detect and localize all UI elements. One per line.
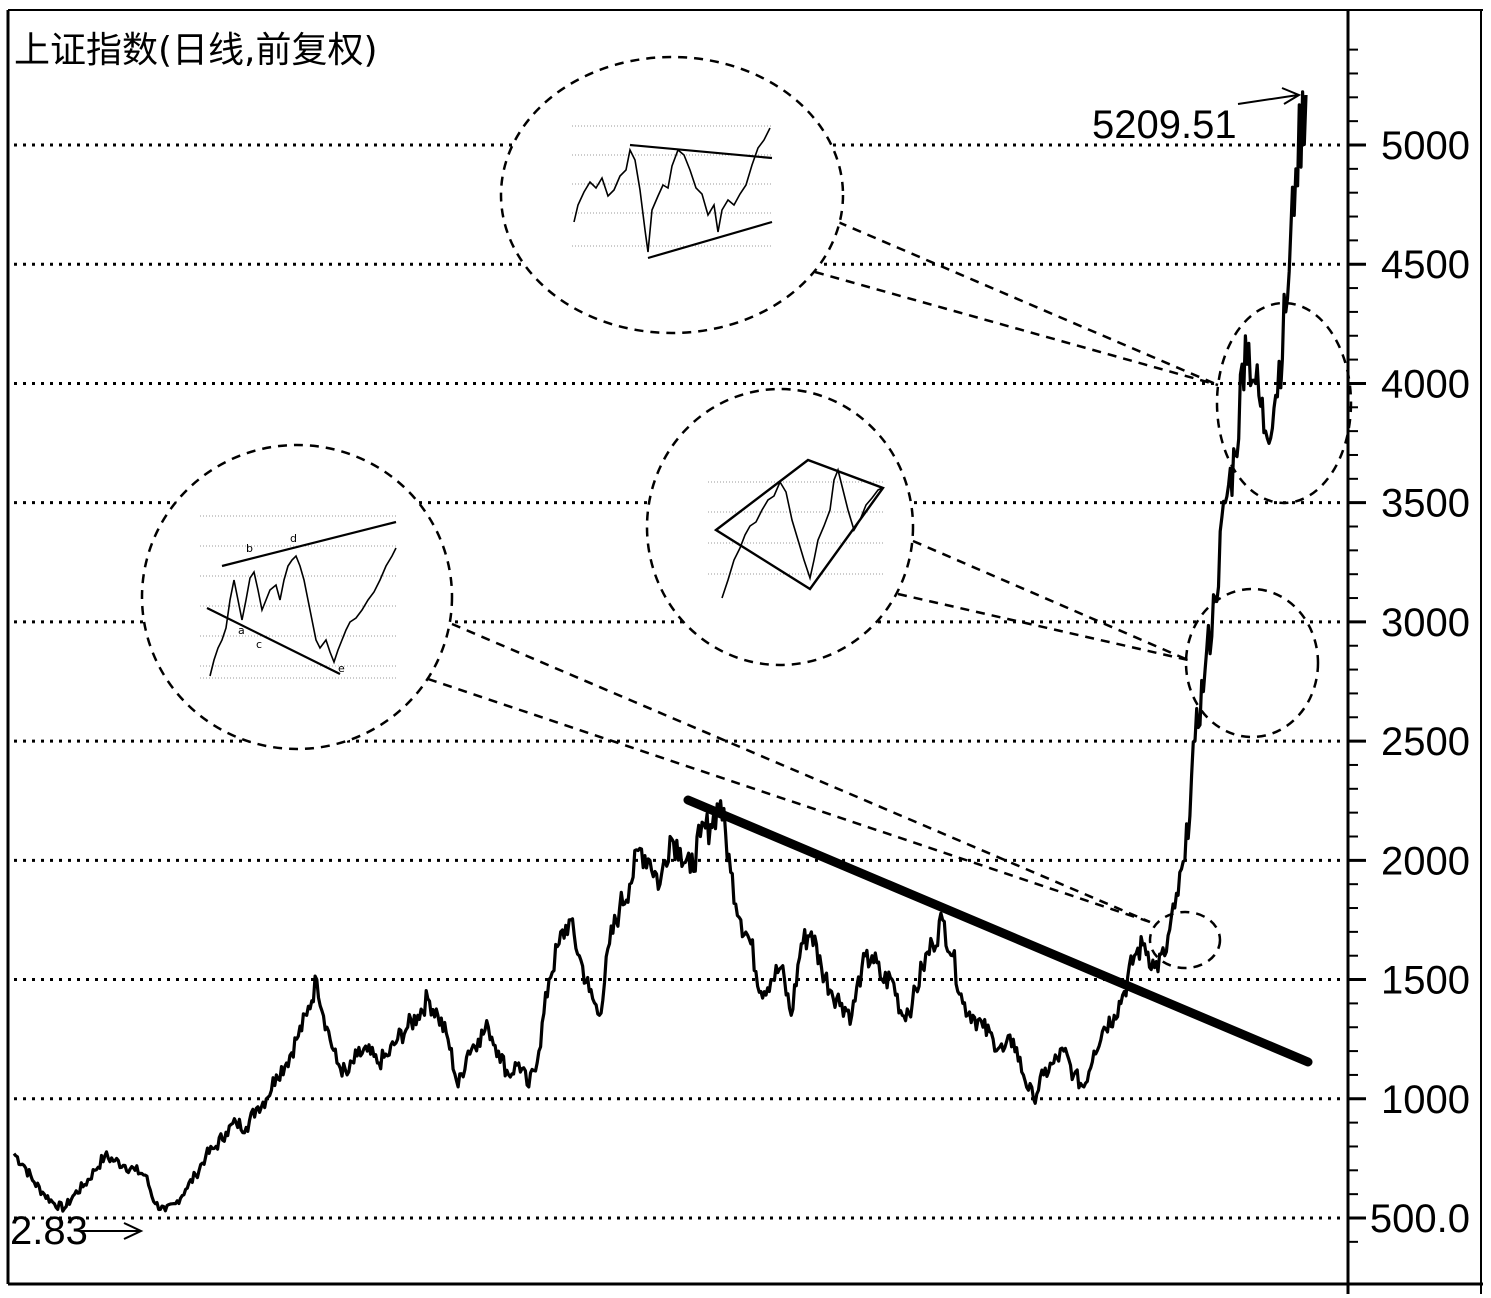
pattern-label-e: e [338,662,345,675]
chart-frame [6,9,1483,1294]
max-value-label: 5209.51 [1092,103,1237,147]
y-tick-label-4500: 4500 [1381,243,1470,287]
pattern-label-a: a [238,624,245,637]
y-tick-label-1000: 1000 [1381,1078,1470,1122]
y-tick-label-3500: 3500 [1381,482,1470,526]
index-price-line [12,90,1308,1213]
y-gridlines [14,143,1366,1220]
y-tick-label-2500: 2500 [1381,720,1470,764]
highlight-circle-3000 [1184,587,1320,739]
y-tick-label-3000: 3000 [1381,601,1470,645]
y-tick-label-1500: 1500 [1381,959,1470,1003]
descending-trendline [683,795,1313,1067]
chart-title: 上证指数(日线,前复权) [14,30,378,71]
y-tick-label-5000: 5000 [1381,124,1470,168]
callout-diamond-pattern [645,387,915,667]
min-value-label: 2.83 [10,1209,88,1253]
pattern-label-b: b [246,542,253,555]
triangle-mini-price [573,127,771,253]
callout-wedge-pattern: a b c d e [140,443,454,751]
wedge-mini-price [209,547,397,677]
y-tick-label-500: 500.0 [1370,1197,1470,1241]
min-value-arrow [80,1222,144,1240]
highlight-circle-4000 [1215,301,1353,505]
y-tick-label-4000: 4000 [1381,362,1470,406]
pattern-label-d: d [290,532,297,545]
y-tick-label-2000: 2000 [1381,839,1470,883]
max-value-arrow [1237,87,1302,105]
callout-leader-lines [427,220,1219,924]
y-axis-minor-ticks [1348,48,1358,1243]
highlight-circle-1600 [1148,910,1222,970]
pattern-label-c: c [256,638,262,651]
callout-triangle-pattern [499,55,845,335]
y-axis-tick-labels: 500.0 1000 1500 2000 2500 3000 3500 4000 4500 500… [1370,124,1470,1241]
